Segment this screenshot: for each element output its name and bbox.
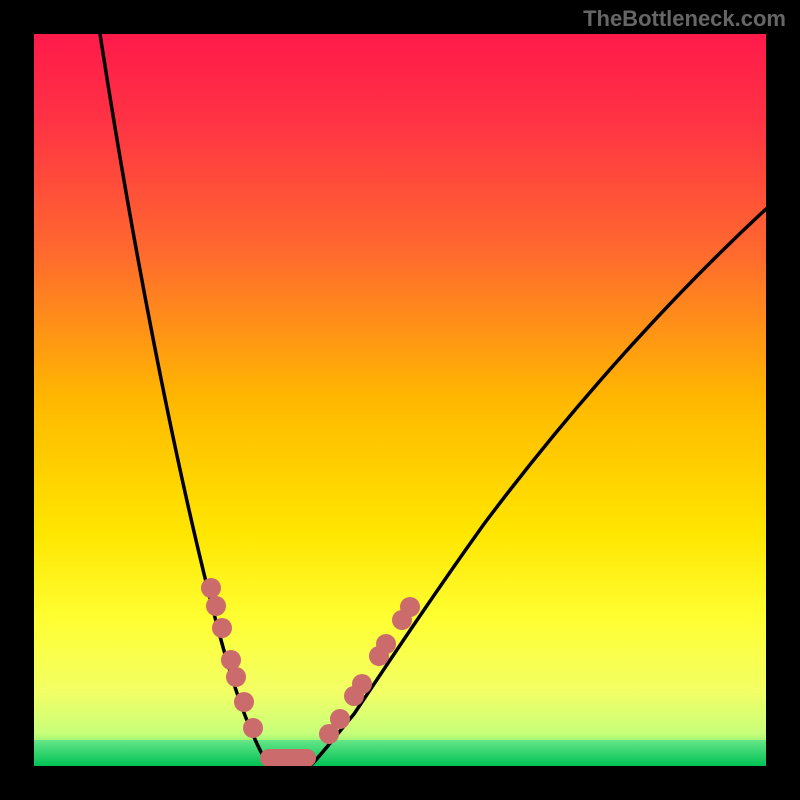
plot-area	[34, 34, 766, 766]
bottleneck-curves	[34, 34, 766, 766]
data-marker	[352, 674, 372, 694]
data-marker	[212, 618, 232, 638]
data-marker	[243, 718, 263, 738]
data-marker	[226, 667, 246, 687]
trough-segment	[260, 749, 316, 766]
data-marker	[330, 709, 350, 729]
data-marker	[400, 597, 420, 617]
data-marker	[376, 634, 396, 654]
watermark-text: TheBottleneck.com	[583, 6, 786, 32]
left-curve	[100, 34, 276, 764]
data-marker	[206, 596, 226, 616]
data-marker	[201, 578, 221, 598]
data-marker	[234, 692, 254, 712]
